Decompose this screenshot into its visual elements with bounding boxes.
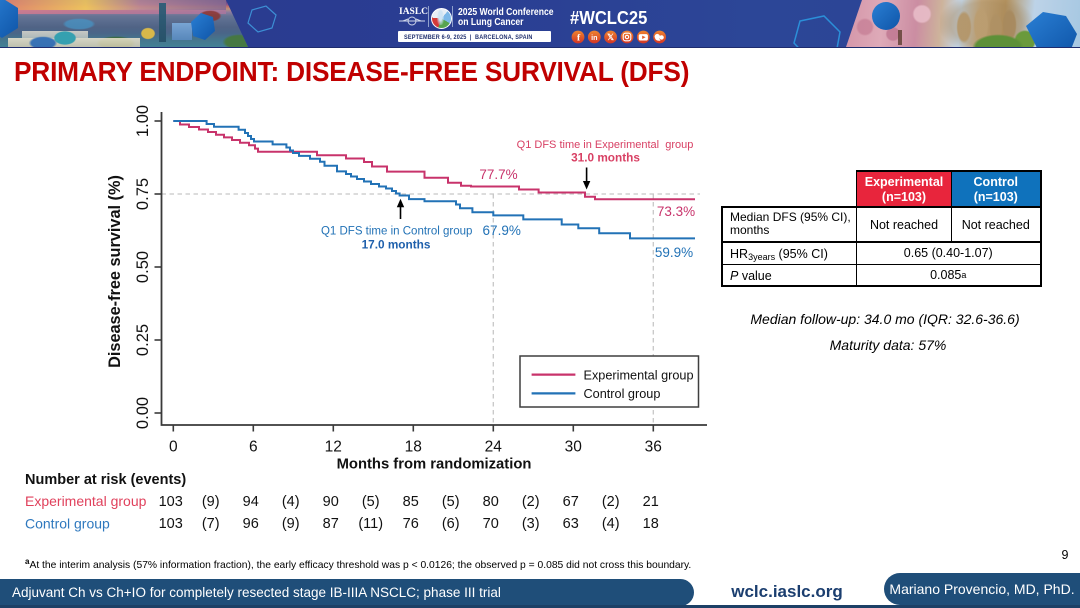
svg-text:0.25: 0.25 bbox=[134, 324, 152, 356]
svg-text:(7): (7) bbox=[202, 516, 220, 532]
svg-text:77.7%: 77.7% bbox=[479, 167, 517, 182]
svg-text:f: f bbox=[577, 34, 581, 44]
svg-text:103: 103 bbox=[159, 494, 183, 510]
svg-text:73.3%: 73.3% bbox=[657, 204, 695, 219]
svg-text:36: 36 bbox=[645, 439, 662, 456]
svg-text:94: 94 bbox=[243, 494, 259, 510]
svg-text:Months from randomization: Months from randomization bbox=[337, 457, 532, 473]
svg-text:(9): (9) bbox=[202, 494, 220, 510]
svg-text:(3): (3) bbox=[522, 516, 540, 532]
svg-text:6: 6 bbox=[249, 439, 258, 456]
svg-text:67: 67 bbox=[563, 494, 579, 510]
svg-text:0.00: 0.00 bbox=[134, 397, 152, 429]
svg-text:0.50: 0.50 bbox=[134, 251, 152, 283]
svg-text:Q1 DFS time in Experimental g: Q1 DFS time in Experimental group bbox=[517, 139, 694, 151]
svg-text:(11): (11) bbox=[358, 516, 383, 532]
svg-text:30: 30 bbox=[565, 439, 583, 456]
svg-text:Experimental group: Experimental group bbox=[584, 368, 694, 382]
svg-text:0: 0 bbox=[169, 439, 178, 456]
svg-text:Experimental group: Experimental group bbox=[25, 493, 147, 509]
svg-text:87: 87 bbox=[323, 516, 339, 532]
svg-text:96: 96 bbox=[243, 516, 259, 532]
svg-text:0.75: 0.75 bbox=[134, 178, 152, 210]
svg-text:(6): (6) bbox=[442, 516, 460, 532]
svg-text:85: 85 bbox=[403, 494, 419, 510]
svg-text:1.00: 1.00 bbox=[134, 105, 152, 137]
svg-text:18: 18 bbox=[643, 516, 659, 532]
svg-text:24: 24 bbox=[485, 439, 503, 456]
svg-text:(2): (2) bbox=[522, 494, 540, 510]
svg-text:17.0 months: 17.0 months bbox=[362, 238, 431, 252]
svg-text:59.9%: 59.9% bbox=[655, 245, 693, 260]
svg-text:76: 76 bbox=[403, 516, 419, 532]
svg-text:Control group: Control group bbox=[584, 387, 661, 401]
svg-text:in: in bbox=[591, 33, 597, 42]
svg-text:(4): (4) bbox=[282, 494, 300, 510]
svg-text:(4): (4) bbox=[602, 516, 620, 532]
svg-text:90: 90 bbox=[323, 494, 339, 510]
svg-text:31.0 months: 31.0 months bbox=[571, 151, 640, 165]
svg-text:𝕏: 𝕏 bbox=[607, 32, 615, 42]
svg-text:67.9%: 67.9% bbox=[483, 223, 521, 238]
svg-text:Q1 DFS time in Control group: Q1 DFS time in Control group bbox=[321, 226, 472, 238]
svg-text:103: 103 bbox=[159, 516, 183, 532]
svg-text:21: 21 bbox=[643, 494, 659, 510]
svg-text:12: 12 bbox=[325, 439, 342, 456]
svg-text:(9): (9) bbox=[282, 516, 300, 532]
svg-text:Number at risk (events): Number at risk (events) bbox=[25, 472, 186, 488]
svg-text:(2): (2) bbox=[602, 494, 620, 510]
svg-text:63: 63 bbox=[563, 516, 579, 532]
svg-text:80: 80 bbox=[483, 494, 499, 510]
svg-text:Control group: Control group bbox=[25, 516, 110, 532]
svg-text:(5): (5) bbox=[362, 494, 380, 510]
svg-text:70: 70 bbox=[483, 516, 499, 532]
svg-text:(5): (5) bbox=[442, 494, 460, 510]
svg-text:Disease-free survival (%): Disease-free survival (%) bbox=[106, 175, 124, 368]
svg-text:18: 18 bbox=[405, 439, 422, 456]
